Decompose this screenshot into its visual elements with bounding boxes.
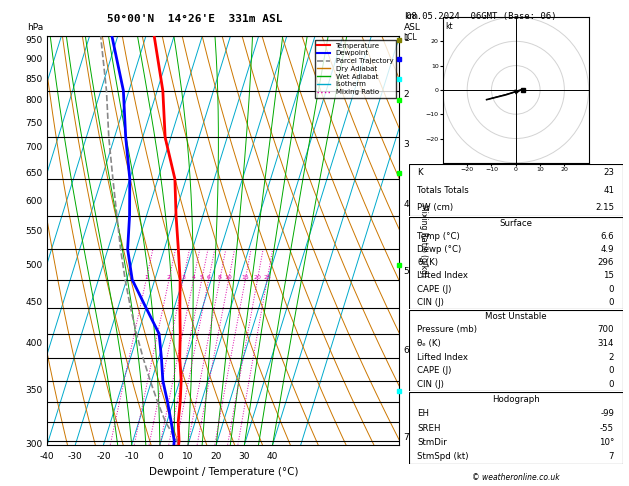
Text: 500: 500 — [26, 261, 43, 270]
Text: 2.15: 2.15 — [595, 203, 614, 212]
Text: 6: 6 — [404, 347, 409, 355]
Text: -55: -55 — [600, 424, 614, 433]
Text: 700: 700 — [26, 143, 43, 152]
Text: 7: 7 — [404, 433, 409, 442]
Text: 800: 800 — [26, 96, 43, 105]
Text: 7: 7 — [609, 452, 614, 461]
Text: 10°: 10° — [599, 438, 614, 447]
Text: 15: 15 — [603, 272, 614, 280]
Text: 314: 314 — [598, 339, 614, 348]
Text: -30: -30 — [68, 452, 83, 461]
Text: 300: 300 — [26, 440, 43, 449]
Text: Pressure (mb): Pressure (mb) — [418, 326, 477, 334]
Text: 4: 4 — [404, 200, 409, 209]
Text: kt: kt — [445, 22, 453, 31]
Text: K: K — [418, 169, 423, 177]
Text: 0: 0 — [157, 452, 163, 461]
Text: StmDir: StmDir — [418, 438, 447, 447]
Text: -10: -10 — [125, 452, 139, 461]
Text: 40: 40 — [267, 452, 278, 461]
Text: © weatheronline.co.uk: © weatheronline.co.uk — [472, 473, 560, 482]
Text: 4: 4 — [191, 275, 196, 280]
Text: θₑ(K): θₑ(K) — [418, 259, 438, 267]
Text: 650: 650 — [26, 169, 43, 178]
Text: 3: 3 — [181, 275, 185, 280]
Text: 750: 750 — [26, 119, 43, 128]
Text: θₑ (K): θₑ (K) — [418, 339, 441, 348]
Text: 6.6: 6.6 — [601, 232, 614, 242]
Text: 20: 20 — [253, 275, 262, 280]
Text: -20: -20 — [96, 452, 111, 461]
Text: 8: 8 — [218, 275, 222, 280]
Text: 20: 20 — [211, 452, 222, 461]
Text: 1: 1 — [144, 275, 148, 280]
Text: Lifted Index: Lifted Index — [418, 353, 469, 362]
Text: 2: 2 — [609, 353, 614, 362]
Text: 2: 2 — [167, 275, 171, 280]
Text: 850: 850 — [26, 75, 43, 84]
Text: -99: -99 — [600, 409, 614, 418]
Text: 23: 23 — [603, 169, 614, 177]
Text: 450: 450 — [26, 298, 43, 307]
Text: 0: 0 — [609, 284, 614, 294]
Text: StmSpd (kt): StmSpd (kt) — [418, 452, 469, 461]
Text: 0: 0 — [609, 380, 614, 389]
Text: Mixing Ratio (g/kg): Mixing Ratio (g/kg) — [419, 204, 428, 277]
Text: 41: 41 — [603, 186, 614, 195]
Text: 700: 700 — [598, 326, 614, 334]
Text: CAPE (J): CAPE (J) — [418, 284, 452, 294]
Text: 4.9: 4.9 — [601, 245, 614, 254]
Text: CAPE (J): CAPE (J) — [418, 366, 452, 375]
Text: SREH: SREH — [418, 424, 441, 433]
Text: 2: 2 — [404, 90, 409, 99]
Text: 3: 3 — [404, 140, 409, 149]
Text: Totals Totals: Totals Totals — [418, 186, 469, 195]
Text: EH: EH — [418, 409, 430, 418]
Text: 15: 15 — [242, 275, 249, 280]
Text: Lifted Index: Lifted Index — [418, 272, 469, 280]
Text: 296: 296 — [598, 259, 614, 267]
Text: -40: -40 — [40, 452, 55, 461]
Text: 0: 0 — [609, 366, 614, 375]
Text: LCL: LCL — [404, 33, 418, 42]
Text: Dewp (°C): Dewp (°C) — [418, 245, 462, 254]
Text: 1: 1 — [404, 34, 409, 43]
Text: 400: 400 — [26, 339, 43, 348]
Text: Hodograph: Hodograph — [492, 395, 540, 404]
Text: 900: 900 — [26, 54, 43, 64]
Text: hPa: hPa — [26, 22, 43, 32]
Text: 6: 6 — [207, 275, 211, 280]
Text: PW (cm): PW (cm) — [418, 203, 454, 212]
Text: 10: 10 — [182, 452, 194, 461]
Text: km
ASL: km ASL — [404, 12, 421, 32]
Text: 25: 25 — [263, 275, 271, 280]
Text: 350: 350 — [26, 386, 43, 395]
Legend: Temperature, Dewpoint, Parcel Trajectory, Dry Adiabat, Wet Adiabat, Isotherm, Mi: Temperature, Dewpoint, Parcel Trajectory… — [314, 40, 396, 98]
Text: 50°00'N  14°26'E  331m ASL: 50°00'N 14°26'E 331m ASL — [108, 14, 283, 24]
Text: Temp (°C): Temp (°C) — [418, 232, 460, 242]
Text: Surface: Surface — [499, 219, 532, 228]
Text: 0: 0 — [609, 297, 614, 307]
Text: 08.05.2024  06GMT (Base: 06): 08.05.2024 06GMT (Base: 06) — [406, 12, 556, 21]
Text: CIN (J): CIN (J) — [418, 297, 444, 307]
Text: 5: 5 — [200, 275, 204, 280]
Text: 950: 950 — [26, 35, 43, 45]
Text: 5: 5 — [404, 267, 409, 276]
Text: 550: 550 — [26, 227, 43, 237]
Text: 30: 30 — [238, 452, 250, 461]
Text: Dewpoint / Temperature (°C): Dewpoint / Temperature (°C) — [148, 467, 298, 477]
Text: 600: 600 — [26, 197, 43, 206]
Text: CIN (J): CIN (J) — [418, 380, 444, 389]
Text: 10: 10 — [225, 275, 233, 280]
Text: Most Unstable: Most Unstable — [485, 312, 547, 321]
